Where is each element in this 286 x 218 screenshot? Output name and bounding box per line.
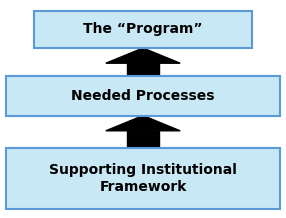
Polygon shape <box>127 63 159 76</box>
Text: Needed Processes: Needed Processes <box>71 89 215 103</box>
Polygon shape <box>106 48 180 63</box>
Polygon shape <box>127 131 159 148</box>
Text: Supporting Institutional
Framework: Supporting Institutional Framework <box>49 163 237 194</box>
Polygon shape <box>106 116 180 131</box>
FancyBboxPatch shape <box>6 76 280 116</box>
FancyBboxPatch shape <box>34 11 252 48</box>
FancyBboxPatch shape <box>6 148 280 209</box>
Text: The “Program”: The “Program” <box>83 22 203 36</box>
